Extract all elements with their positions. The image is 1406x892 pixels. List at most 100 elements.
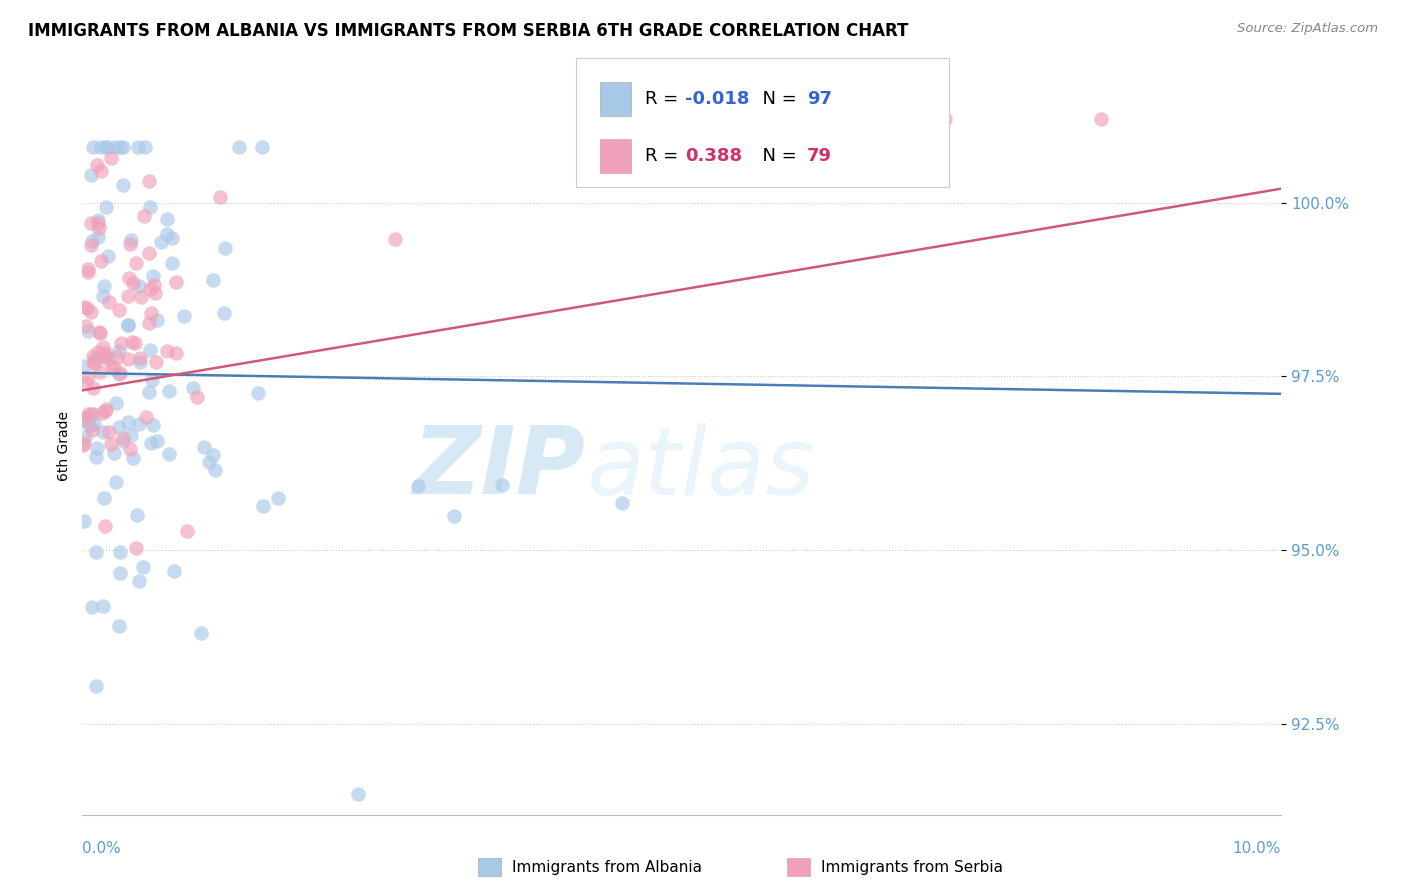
Point: [111, 178, 134, 193]
Y-axis label: 6th Grade: 6th Grade: [58, 411, 72, 481]
Point: [112, 434, 135, 448]
Text: atlas: atlas: [586, 423, 814, 514]
Point: [87, 229, 110, 244]
Point: [80, 407, 103, 421]
Point: [135, 409, 157, 424]
Point: [98, 425, 121, 439]
Point: [72, 514, 94, 528]
Text: N =: N =: [751, 147, 803, 165]
Point: [77, 325, 100, 339]
Point: [122, 276, 145, 290]
Point: [107, 344, 129, 359]
Point: [100, 152, 122, 166]
Point: [129, 351, 152, 366]
Point: [610, 496, 633, 510]
Point: [209, 190, 232, 204]
Point: [129, 290, 152, 304]
Point: [82, 599, 104, 614]
Point: [107, 302, 129, 317]
Point: [77, 262, 100, 277]
Point: [139, 436, 162, 450]
Point: [214, 241, 236, 255]
Point: [120, 427, 142, 442]
Point: [93, 404, 115, 418]
Point: [138, 245, 160, 260]
Point: [82, 349, 104, 363]
Point: [105, 475, 128, 489]
Point: [103, 446, 125, 460]
Point: [93, 278, 115, 293]
Point: [75, 430, 97, 444]
Point: [117, 416, 139, 430]
Point: [79, 419, 101, 434]
Point: [98, 295, 121, 310]
Point: [163, 564, 186, 578]
Point: [156, 344, 179, 359]
Text: ZIP: ZIP: [413, 422, 586, 514]
Point: [80, 168, 103, 182]
Point: [156, 227, 179, 241]
Point: [76, 410, 98, 425]
Point: [121, 335, 143, 350]
Point: [94, 200, 117, 214]
Point: [160, 231, 183, 245]
Point: [83, 417, 105, 431]
Text: Immigrants from Serbia: Immigrants from Serbia: [821, 860, 1002, 874]
Point: [94, 349, 117, 363]
Point: [934, 112, 956, 127]
Point: [112, 140, 135, 154]
Point: [82, 407, 104, 421]
Point: [91, 406, 114, 420]
Point: [87, 325, 110, 339]
Point: [139, 282, 162, 296]
Point: [117, 271, 139, 285]
Point: [108, 566, 131, 580]
Point: [93, 519, 115, 533]
Point: [72, 359, 94, 374]
Point: [165, 275, 187, 289]
Point: [82, 354, 104, 368]
Point: [132, 209, 155, 223]
Point: [83, 351, 105, 366]
Point: [384, 232, 406, 246]
Point: [76, 407, 98, 421]
Point: [156, 211, 179, 226]
Point: [117, 318, 139, 333]
Point: [139, 343, 162, 357]
Point: [90, 140, 112, 154]
Point: [108, 544, 131, 558]
Point: [122, 451, 145, 466]
Point: [75, 318, 97, 333]
Point: [127, 140, 149, 154]
Point: [347, 787, 370, 801]
Point: [1090, 112, 1112, 127]
Point: [96, 402, 118, 417]
Point: [80, 238, 103, 252]
Point: [145, 434, 167, 449]
Point: [72, 438, 94, 452]
Text: 10.0%: 10.0%: [1233, 841, 1281, 856]
Point: [86, 441, 108, 455]
Point: [139, 306, 162, 320]
Point: [72, 411, 94, 425]
Point: [214, 306, 236, 320]
Point: [93, 340, 115, 354]
Point: [682, 165, 704, 179]
Point: [138, 316, 160, 330]
Point: [139, 200, 162, 214]
Point: [125, 256, 148, 270]
Point: [82, 381, 104, 395]
Point: [157, 447, 180, 461]
Point: [97, 249, 120, 263]
Point: [117, 318, 139, 332]
Point: [165, 345, 187, 359]
Point: [252, 500, 274, 514]
Point: [83, 358, 105, 372]
Point: [197, 455, 219, 469]
Point: [157, 384, 180, 399]
Point: [89, 365, 111, 379]
Point: [120, 442, 142, 456]
Text: 0.0%: 0.0%: [83, 841, 121, 856]
Point: [117, 352, 139, 367]
Point: [86, 216, 108, 230]
